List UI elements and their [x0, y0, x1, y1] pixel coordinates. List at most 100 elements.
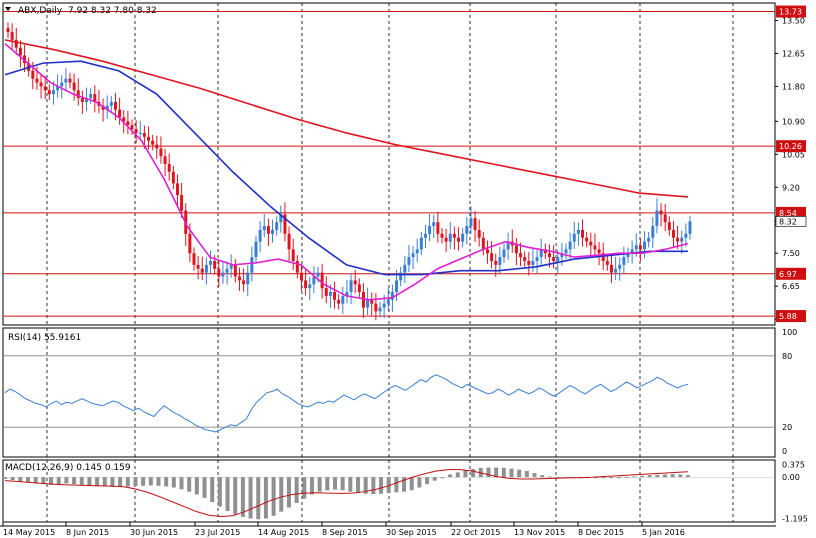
candle-body: [622, 257, 626, 265]
candle-body: [643, 241, 647, 250]
candle-body: [275, 222, 279, 230]
candle-body: [399, 272, 403, 281]
candle-body: [291, 249, 295, 261]
macd-histogram-bar: [317, 477, 322, 492]
candle-body: [651, 226, 655, 238]
candle-body: [204, 264, 208, 273]
dropdown-triangle-icon[interactable]: [5, 7, 11, 11]
price-tick-label: 11.80: [782, 82, 805, 91]
rsi-tick-label: 100: [782, 328, 797, 337]
x-tick-label: 30 Sep 2015: [386, 528, 437, 537]
candle-body: [659, 210, 663, 215]
moving-average-mid-line: [4, 60, 688, 276]
candle-body: [320, 272, 324, 289]
candle-body: [209, 260, 213, 265]
macd-histogram-bar: [210, 477, 215, 503]
candle-body: [118, 109, 122, 118]
candle-body: [196, 264, 200, 269]
candle-body: [14, 39, 18, 48]
macd-histogram-bar: [294, 477, 299, 504]
macd-histogram-bar: [509, 468, 514, 478]
macd-histogram-bar: [309, 477, 314, 495]
candle-body: [76, 90, 80, 99]
macd-histogram-bar: [494, 467, 499, 478]
level-price-tag: [776, 206, 806, 219]
candle-body: [229, 264, 233, 269]
chart-title: ABX,Daily: [18, 6, 63, 16]
macd-histogram-bar: [601, 477, 606, 479]
macd-tick-label: -1.195: [782, 514, 808, 523]
candle-body: [634, 245, 638, 250]
macd-histogram-bar: [616, 477, 621, 479]
level-price-tag: [776, 267, 806, 280]
candle-body: [481, 237, 485, 250]
candle-body: [374, 303, 378, 312]
candle-body: [271, 229, 275, 234]
macd-histogram-bar: [18, 477, 23, 482]
candle-body: [163, 156, 167, 164]
macd-histogram-bar: [371, 477, 376, 495]
macd-histogram-bar: [624, 476, 629, 478]
macd-tick-label: 0.00: [782, 473, 800, 482]
macd-histogram-bar: [325, 477, 330, 491]
candle-body: [89, 94, 93, 99]
candle-body: [618, 264, 622, 269]
x-tick-label: 14 Aug 2015: [258, 528, 309, 537]
candle-body: [485, 249, 489, 254]
candle-body: [242, 280, 246, 285]
candle-body: [477, 229, 481, 238]
candle-body: [436, 222, 440, 234]
candle-body: [233, 264, 237, 277]
candle-body: [667, 222, 671, 230]
macd-frame: [2, 459, 776, 523]
candle-body: [254, 241, 258, 258]
candle-body: [85, 98, 89, 102]
candle-body: [498, 257, 502, 265]
candle-body: [287, 233, 291, 250]
candle-body: [626, 253, 630, 258]
candle-body: [171, 171, 175, 184]
macd-histogram-bar: [263, 477, 268, 519]
candle-body: [370, 299, 374, 304]
candle-body: [655, 210, 659, 227]
candle-body: [159, 148, 163, 157]
rsi-frame: [2, 327, 776, 458]
candle-body: [444, 237, 448, 242]
candle-body: [155, 144, 159, 149]
macd-histogram-bar: [332, 477, 337, 490]
candle-body: [151, 140, 155, 145]
candle-body: [101, 105, 105, 110]
candle-body: [72, 82, 76, 91]
macd-histogram-bar: [647, 475, 652, 478]
candle-body: [138, 132, 142, 134]
macd-histogram-bar: [532, 473, 537, 478]
candle-body: [576, 229, 580, 234]
macd-histogram-bar: [593, 477, 598, 479]
candle-body: [564, 249, 568, 254]
macd-histogram-bar: [102, 477, 107, 487]
candle-body: [246, 272, 250, 285]
candle-body: [531, 260, 535, 265]
candle-body: [31, 70, 35, 79]
candle-body: [630, 249, 634, 254]
candle-body: [279, 214, 283, 223]
macd-histogram-bar: [187, 477, 192, 492]
candle-body: [461, 233, 465, 242]
candle-body: [266, 226, 270, 234]
macd-histogram-bar: [118, 477, 123, 487]
candle-body: [473, 218, 477, 230]
macd-histogram-bar: [164, 477, 169, 487]
x-axis: 14 May 2015 8 Jun 2015 30 Jun 2015 23 Jul 2…: [0, 522, 776, 537]
candle-body: [188, 233, 192, 254]
candle-body: [523, 257, 527, 261]
rsi-title: RSI(14) 55.9161: [8, 333, 81, 343]
candle-body: [403, 264, 407, 273]
candle-body: [225, 268, 229, 273]
candle-body: [647, 237, 651, 242]
macd-histogram-bar: [79, 477, 84, 485]
candle-body: [60, 82, 64, 87]
macd-histogram-bar: [125, 477, 130, 487]
macd-histogram-bar: [455, 472, 460, 478]
candle-body: [56, 86, 60, 91]
